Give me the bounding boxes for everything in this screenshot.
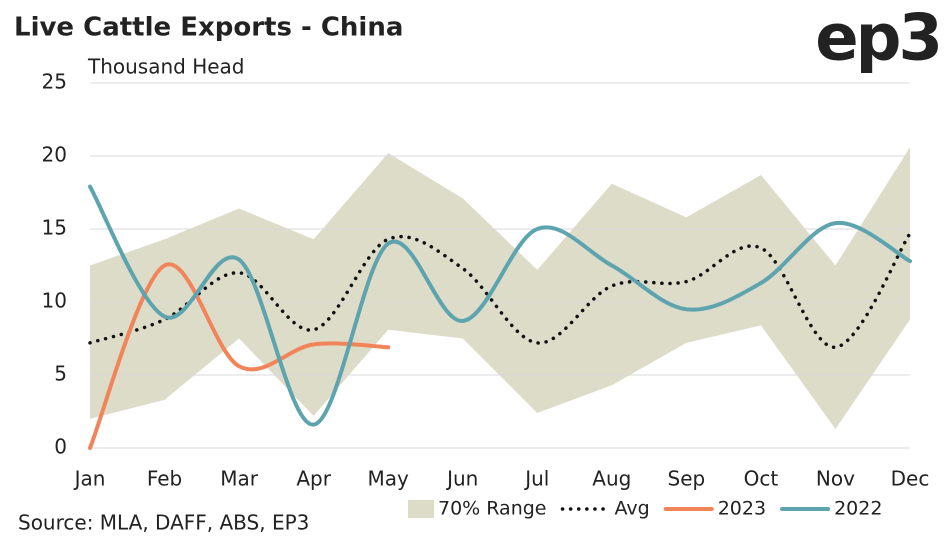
line-series (88, 262, 391, 450)
legend-label: 70% Range (438, 498, 547, 520)
range-band (90, 147, 910, 430)
y-tick-label: 20 (42, 143, 67, 167)
x-tick-label: Jun (445, 467, 478, 491)
x-tick-label: Apr (296, 467, 331, 491)
legend-label: Avg (615, 498, 650, 520)
source-note: Source: MLA, DAFF, ABS, EP3 (18, 511, 309, 535)
y-tick-label: 10 (42, 289, 67, 313)
x-tick-label: Dec (891, 467, 930, 491)
x-tick-label: Mar (220, 467, 259, 491)
x-tick-label: Jul (523, 467, 549, 491)
y-axis-label: Thousand Head (87, 55, 245, 79)
y-tick-label: 15 (42, 216, 67, 240)
x-tick-label: Feb (147, 467, 182, 491)
line-series (88, 231, 912, 350)
y-tick-label: 0 (54, 435, 67, 459)
logo: ep3 (815, 2, 940, 76)
x-tick-label: Aug (592, 467, 631, 491)
y-tick-label: 5 (54, 362, 67, 386)
legend-swatch (408, 500, 434, 518)
x-tick-label: Jan (73, 467, 106, 491)
x-tick-label: Oct (744, 467, 779, 491)
y-tick-label: 25 (42, 70, 67, 94)
legend-label: 2022 (834, 498, 882, 520)
x-tick-label: Sep (668, 467, 706, 491)
x-tick-label: Nov (816, 467, 855, 491)
line-series (88, 184, 912, 427)
chart-title: Live Cattle Exports - China (14, 13, 403, 43)
legend-label: 2023 (718, 498, 766, 520)
x-tick-label: May (368, 467, 410, 491)
